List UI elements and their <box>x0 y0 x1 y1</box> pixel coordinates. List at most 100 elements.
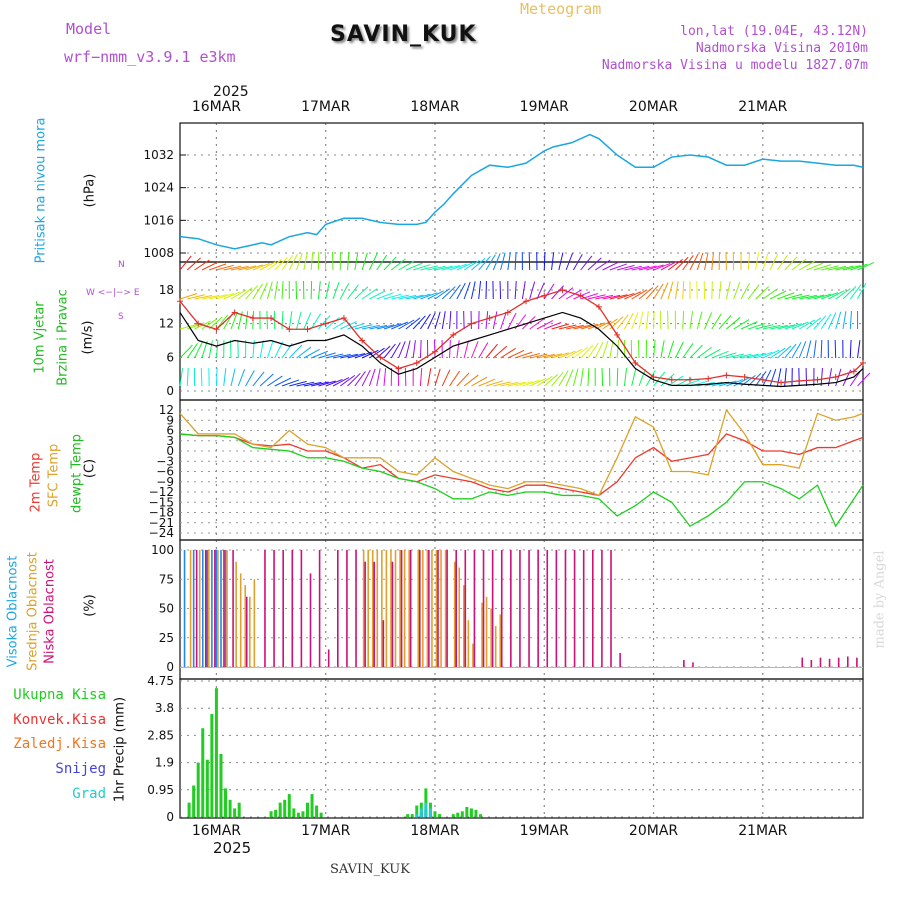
wind-barb <box>441 369 451 387</box>
total-rain-bar <box>305 802 309 817</box>
wind-barb <box>310 252 314 271</box>
wind-barb <box>529 378 547 387</box>
wind-barb <box>492 345 508 359</box>
wind-barb <box>828 265 847 271</box>
wind-barb <box>646 264 664 271</box>
wind-barb <box>653 310 655 330</box>
wind-barb <box>200 367 203 387</box>
wind-barb <box>259 261 277 271</box>
total-rain-bar <box>219 754 223 817</box>
wind-barb <box>420 265 439 271</box>
panel-frame <box>179 678 864 819</box>
wind-barb <box>383 256 397 271</box>
total-rain-bar <box>469 808 473 817</box>
wind-barb <box>849 339 852 359</box>
temp2m-line <box>179 433 864 497</box>
wind-barb <box>616 292 635 300</box>
wind-barb <box>369 290 386 300</box>
wind-barb <box>857 340 861 359</box>
wind-barb <box>799 260 816 271</box>
wind-barb <box>660 340 665 359</box>
wind-barb <box>449 370 461 387</box>
legend-frz-rain: Zaledj.Kisa <box>13 736 106 752</box>
model-name: wrf−nmm_v3.9.1 e3km <box>64 48 236 66</box>
wind-barb <box>412 264 431 271</box>
wind-barb <box>230 368 236 387</box>
wind-barb <box>704 252 709 271</box>
wind-barb <box>470 341 479 359</box>
wind-barb <box>565 348 583 359</box>
wind-barb <box>405 294 424 300</box>
wind-barb <box>376 292 394 300</box>
wind-barb <box>259 282 268 300</box>
wind-barb <box>718 380 737 387</box>
wind-barb <box>711 313 722 330</box>
wind-barb <box>186 342 199 359</box>
total-rain-bar <box>456 812 460 817</box>
wind-barb <box>252 371 265 387</box>
temp-tick-label: −18 <box>149 506 174 520</box>
footer-station: SAVIN_KUK <box>330 862 410 877</box>
wind-barb <box>289 380 307 387</box>
wind-barb <box>376 254 388 271</box>
cloud-tick-label: 25 <box>159 631 174 645</box>
wind-barb <box>456 340 460 359</box>
temp-tick-label: −6 <box>156 465 174 479</box>
wind-barb <box>733 281 741 300</box>
wind-barb <box>449 311 452 330</box>
wind-barb <box>463 340 469 359</box>
wind-barb <box>711 350 729 359</box>
wind-barb <box>558 324 577 330</box>
total-rain-bar <box>228 799 232 817</box>
wind-barb <box>828 290 845 300</box>
temp-tick-label: 3 <box>166 434 174 448</box>
wind-barb <box>638 265 657 271</box>
wind-barb <box>274 281 278 300</box>
wind-barb <box>573 346 589 359</box>
temp-tick-label: −12 <box>149 485 174 499</box>
wind-barb <box>223 368 227 387</box>
wind-barb <box>543 251 546 271</box>
wind-barb <box>325 281 331 300</box>
day-label-21mar: 21MAR <box>738 823 788 839</box>
panel-frame <box>179 399 864 541</box>
wind-barb <box>208 316 223 330</box>
wind-barb <box>594 341 604 359</box>
wind-barb <box>405 317 421 330</box>
wind-barb <box>638 287 654 300</box>
wind-barb <box>813 264 832 271</box>
wind-barb <box>609 294 628 300</box>
wind-barb <box>762 324 781 330</box>
wind-barb <box>696 252 704 271</box>
wind-barb <box>820 339 823 359</box>
wind-barb <box>747 372 762 387</box>
wind-barb <box>405 262 423 271</box>
precip-tick-label: 4.75 <box>147 674 174 688</box>
wind-barb <box>449 339 451 359</box>
wind-barb <box>252 283 263 300</box>
wind-barb <box>194 294 213 300</box>
wind-barb <box>806 262 824 271</box>
hail-bar <box>419 808 423 817</box>
total-rain-bar <box>278 802 282 817</box>
wind-barb <box>784 343 797 359</box>
wind-barb <box>434 368 441 387</box>
total-rain-bar <box>438 814 442 817</box>
wind-barb <box>383 293 402 300</box>
wind-barb <box>383 343 396 359</box>
wind-barb <box>266 281 273 300</box>
wind-barb <box>369 324 388 330</box>
wind-barb <box>499 280 502 300</box>
wind-barb <box>281 281 284 300</box>
wind-barb <box>456 372 470 387</box>
wind-barb <box>398 319 415 330</box>
precip-tick-label: 0.95 <box>147 783 174 797</box>
wind-barb <box>667 258 683 271</box>
wind-barb <box>361 369 371 387</box>
total-rain-bar <box>237 802 241 817</box>
wind-barb <box>776 368 782 387</box>
wind-barb <box>784 293 803 300</box>
wind-barb <box>682 281 685 300</box>
total-rain-bar <box>233 808 237 817</box>
station-title: SAVIN_KUK <box>330 22 477 47</box>
